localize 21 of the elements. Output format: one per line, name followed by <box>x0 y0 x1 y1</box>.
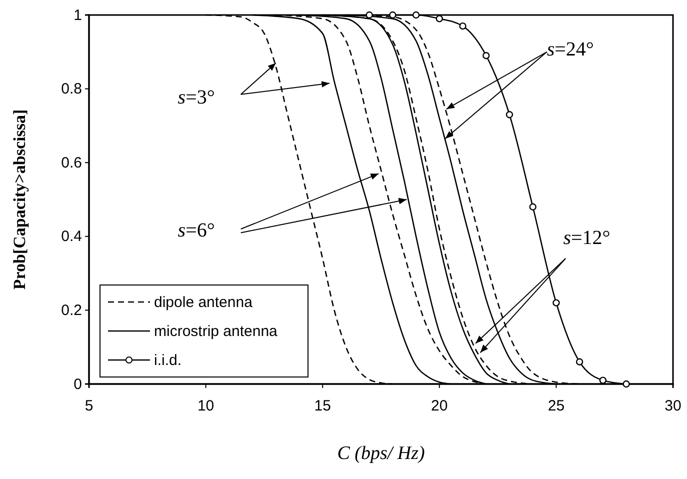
x-tick-label: 5 <box>84 398 94 414</box>
x-tick-label: 20 <box>431 398 448 414</box>
annotation: s=24° <box>546 38 594 61</box>
y-tick-label: 1 <box>74 6 82 24</box>
y-tick-label: 0.2 <box>61 302 82 319</box>
x-axis-title: C (bps/ Hz) <box>337 443 425 464</box>
annotation: s=3° <box>178 86 215 109</box>
annotation: s=6° <box>178 219 215 242</box>
legend-label: dipole antenna <box>154 294 254 311</box>
x-tick-label: 25 <box>548 398 565 414</box>
y-tick-label: 0 <box>74 376 82 393</box>
legend-label: microstrip antenna <box>154 323 278 340</box>
annotation: s=12° <box>563 226 610 249</box>
legend-label: i.i.d. <box>154 352 182 369</box>
y-axis-title: Prob[Capacity>abscissa] <box>10 109 29 290</box>
x-tick-label: 30 <box>664 398 682 414</box>
x-tick-label: 15 <box>314 398 331 414</box>
y-tick-label: 0.8 <box>61 80 82 98</box>
y-tick-label: 0.6 <box>61 154 82 172</box>
x-tick-label: 10 <box>197 398 214 414</box>
y-tick-label: 0.4 <box>61 228 82 246</box>
